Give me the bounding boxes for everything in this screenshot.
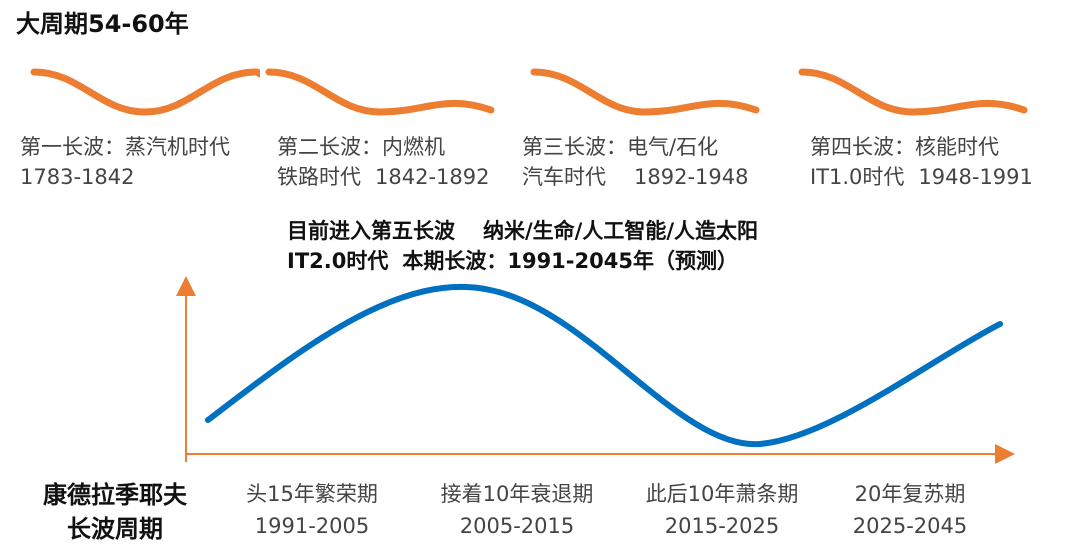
current-wave-title: 目前进入第五长波 [287,219,455,243]
phase-3-name: 此后10年萧条期 [645,482,799,506]
wave-icon-2 [265,68,495,116]
wave-2-era: 铁路时代 [277,165,361,189]
wave-label-4: 第四长波：核能时代 IT1.0时代 1948-1991 [810,132,1033,192]
phase-1-years: 1991-2005 [254,514,370,538]
phase-4-name: 20年复苏期 [854,482,966,506]
wave-1-title: 第一长波：蒸汽机时代 [20,135,230,159]
phase-1: 头15年繁荣期 1991-2005 [202,478,422,542]
phase-3: 此后10年萧条期 2015-2025 [612,478,832,542]
wave-label-1: 第一长波：蒸汽机时代 1783-1842 [20,132,230,192]
wave-2-title: 第二长波：内燃机 [277,135,445,159]
wave-4-title: 第四长波：核能时代 [810,135,999,159]
wave-4-years: 1948-1991 [918,165,1033,189]
kondratiev-label: 康德拉季耶夫 长波周期 [30,478,200,546]
wave-3-title: 第三长波：电气/石化 [522,135,719,159]
current-wave-era: IT2.0时代 [287,249,389,273]
wave-3-era: 汽车时代 [522,165,606,189]
wave-icon-1 [30,68,260,116]
phase-4-years: 2025-2045 [852,514,968,538]
wave-label-2: 第二长波：内燃机 铁路时代 1842-1892 [277,132,489,192]
wave-1-years: 1783-1842 [20,165,135,189]
phase-3-years: 2015-2025 [664,514,780,538]
phase-2-name: 接着10年衰退期 [440,482,594,506]
phase-2-years: 2005-2015 [459,514,575,538]
wave-icon-4 [798,68,1028,116]
kondratiev-label-line2: 长波周期 [67,515,163,543]
page-title: 大周期54-60年 [16,10,189,38]
wave-label-3: 第三长波：电气/石化 汽车时代 1892-1948 [522,132,748,192]
wave-2-years: 1842-1892 [375,165,490,189]
kondratiev-label-line1: 康德拉季耶夫 [43,481,187,509]
current-wave-period: 本期长波：1991-2045年（预测） [402,249,738,273]
phase-1-name: 头15年繁荣期 [246,482,378,506]
current-wave-tech: 纳米/生命/人工智能/人造太阳 [483,219,759,243]
phase-4: 20年复苏期 2025-2045 [800,478,1020,542]
cycle-curve [205,283,1003,448]
wave-icon-3 [530,68,760,116]
wave-4-era: IT1.0时代 [810,165,905,189]
current-wave-text: 目前进入第五长波 纳米/生命/人工智能/人造太阳 IT2.0时代 本期长波：1991… [287,216,758,276]
phase-2: 接着10年衰退期 2005-2015 [407,478,627,542]
wave-3-years: 1892-1948 [634,165,749,189]
